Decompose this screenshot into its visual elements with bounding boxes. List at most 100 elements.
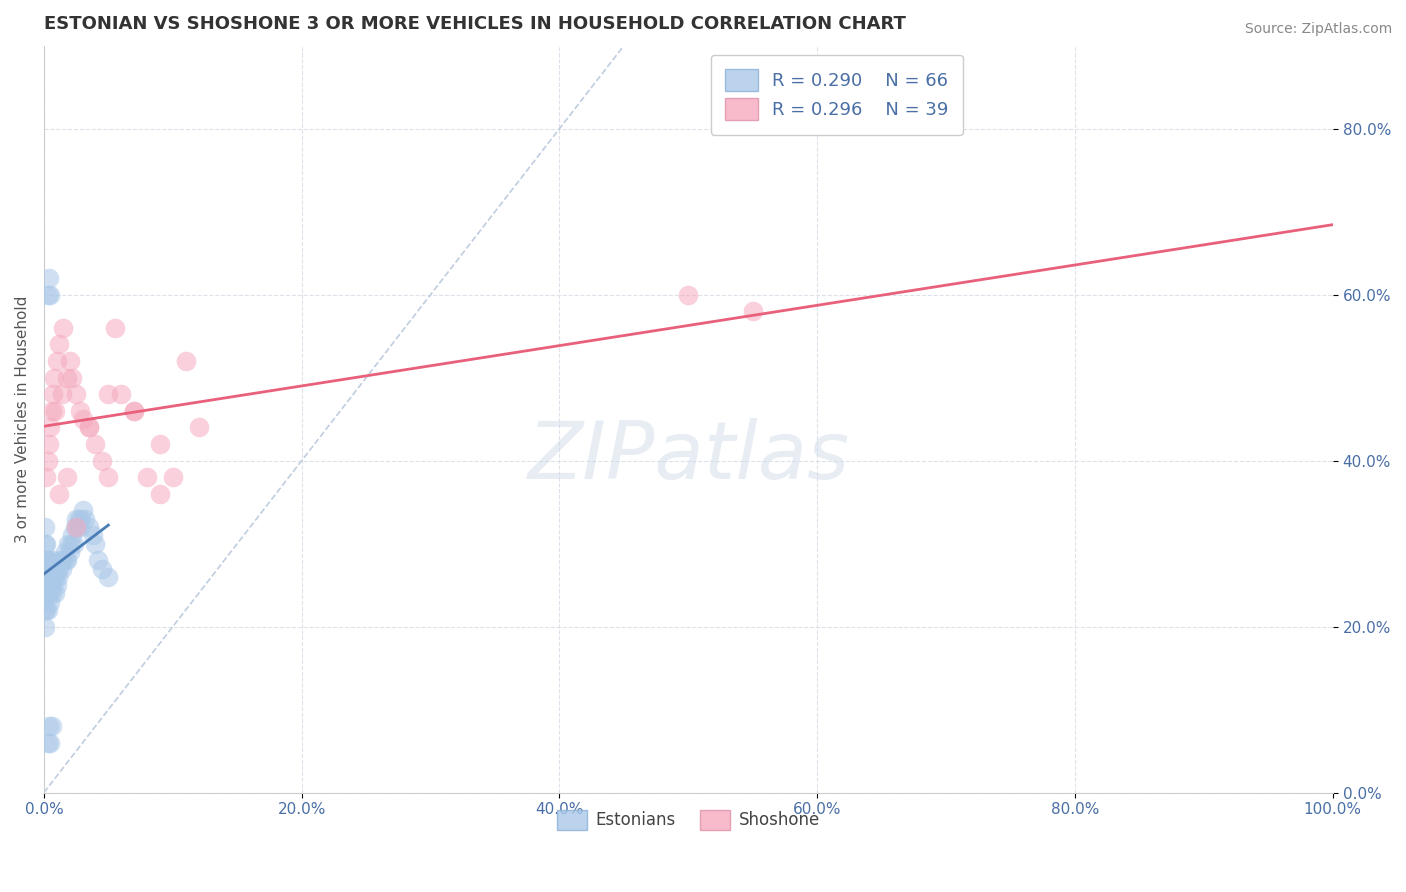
Point: [38, 437, 60, 451]
Point: [38, 271, 60, 285]
Point: [48, 487, 70, 501]
Point: [35, 603, 58, 617]
Point: [34, 586, 56, 600]
Point: [44, 586, 66, 600]
Point: [45, 354, 67, 368]
Point: [37, 736, 59, 750]
Point: [59, 545, 82, 559]
Point: [35, 536, 58, 550]
Point: [174, 354, 197, 368]
Point: [56, 370, 79, 384]
Point: [38, 719, 60, 733]
Point: [51, 387, 73, 401]
Point: [87, 553, 110, 567]
Point: [41, 404, 63, 418]
Legend: Estonians, Shoshone: Estonians, Shoshone: [550, 803, 827, 837]
Point: [34, 570, 56, 584]
Point: [45, 561, 67, 575]
Point: [42, 387, 65, 401]
Point: [110, 387, 132, 401]
Point: [52, 321, 75, 335]
Point: [82, 528, 104, 542]
Point: [90, 561, 112, 575]
Point: [60, 370, 83, 384]
Point: [59, 536, 82, 550]
Point: [60, 528, 83, 542]
Point: [136, 470, 159, 484]
Point: [97, 570, 120, 584]
Point: [122, 404, 145, 418]
Point: [162, 470, 184, 484]
Point: [77, 420, 100, 434]
Point: [56, 553, 79, 567]
Point: [44, 570, 66, 584]
Point: [51, 561, 73, 575]
Point: [39, 420, 62, 434]
Point: [37, 287, 59, 301]
Point: [37, 453, 59, 467]
Point: [104, 321, 127, 335]
Point: [44, 570, 66, 584]
Point: [44, 370, 66, 384]
Point: [84, 437, 107, 451]
Point: [56, 470, 79, 484]
Point: [77, 420, 100, 434]
Point: [59, 354, 82, 368]
Point: [35, 586, 58, 600]
Point: [741, 304, 763, 318]
Point: [65, 387, 87, 401]
Point: [149, 487, 172, 501]
Point: [48, 337, 70, 351]
Point: [45, 578, 67, 592]
Point: [41, 586, 63, 600]
Point: [90, 453, 112, 467]
Point: [69, 520, 91, 534]
Point: [37, 586, 59, 600]
Point: [48, 561, 70, 575]
Point: [39, 578, 62, 592]
Point: [37, 603, 59, 617]
Point: [63, 520, 86, 534]
Point: [72, 503, 94, 517]
Point: [37, 553, 59, 567]
Point: [75, 512, 97, 526]
Point: [34, 603, 56, 617]
Point: [122, 404, 145, 418]
Point: [42, 578, 65, 592]
Point: [35, 553, 58, 567]
Point: [58, 536, 80, 550]
Point: [35, 570, 58, 584]
Y-axis label: 3 or more Vehicles in Household: 3 or more Vehicles in Household: [15, 295, 30, 543]
Point: [62, 536, 84, 550]
Point: [41, 719, 63, 733]
Point: [38, 586, 60, 600]
Point: [72, 412, 94, 426]
Point: [187, 420, 209, 434]
Point: [38, 553, 60, 567]
Point: [52, 553, 75, 567]
Point: [39, 287, 62, 301]
Point: [34, 520, 56, 534]
Point: [44, 404, 66, 418]
Text: ZIPatlas: ZIPatlas: [527, 417, 849, 496]
Point: [77, 520, 100, 534]
Point: [55, 553, 77, 567]
Text: ESTONIAN VS SHOSHONE 3 OR MORE VEHICLES IN HOUSEHOLD CORRELATION CHART: ESTONIAN VS SHOSHONE 3 OR MORE VEHICLES …: [44, 15, 905, 33]
Point: [678, 287, 700, 301]
Point: [46, 570, 69, 584]
Point: [84, 536, 107, 550]
Point: [65, 512, 87, 526]
Point: [34, 536, 56, 550]
Point: [70, 512, 93, 526]
Point: [97, 387, 120, 401]
Point: [44, 553, 66, 567]
Point: [65, 520, 87, 534]
Point: [34, 620, 56, 634]
Point: [39, 595, 62, 609]
Point: [67, 512, 90, 526]
Point: [37, 570, 59, 584]
Point: [35, 470, 58, 484]
Point: [39, 736, 62, 750]
Point: [69, 404, 91, 418]
Point: [38, 570, 60, 584]
